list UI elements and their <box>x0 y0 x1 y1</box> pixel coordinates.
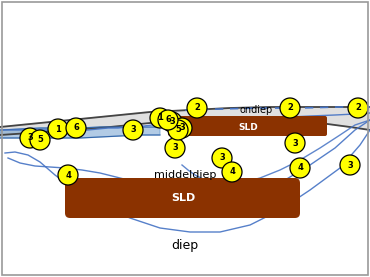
Circle shape <box>20 128 40 148</box>
Circle shape <box>348 98 368 118</box>
Text: 2: 2 <box>287 104 293 112</box>
Text: 3: 3 <box>27 134 33 142</box>
Text: 3: 3 <box>169 117 175 127</box>
Circle shape <box>222 162 242 182</box>
Circle shape <box>168 120 188 140</box>
Text: 3: 3 <box>219 153 225 163</box>
Circle shape <box>150 108 170 128</box>
Circle shape <box>285 133 305 153</box>
Text: ondiep: ondiep <box>240 105 273 115</box>
Text: 2: 2 <box>355 104 361 112</box>
Circle shape <box>290 158 310 178</box>
Circle shape <box>187 98 207 118</box>
Circle shape <box>48 119 68 139</box>
Circle shape <box>158 110 178 130</box>
Text: 3: 3 <box>347 160 353 170</box>
Text: SLD: SLD <box>238 122 258 132</box>
Circle shape <box>280 98 300 118</box>
Text: 1: 1 <box>55 124 61 134</box>
Polygon shape <box>0 127 160 138</box>
Text: SLD: SLD <box>171 193 195 203</box>
Text: 5: 5 <box>175 125 181 135</box>
Text: 4: 4 <box>297 163 303 173</box>
FancyBboxPatch shape <box>65 178 300 218</box>
Text: middeldiep: middeldiep <box>154 170 216 180</box>
Text: 6: 6 <box>73 124 79 132</box>
Text: 3: 3 <box>130 125 136 135</box>
Text: diep: diep <box>171 238 199 252</box>
Text: 1: 1 <box>157 114 163 122</box>
Circle shape <box>172 118 192 138</box>
Circle shape <box>165 138 185 158</box>
Text: 4: 4 <box>65 171 71 179</box>
Text: 4: 4 <box>229 168 235 176</box>
Text: 2: 2 <box>194 104 200 112</box>
Circle shape <box>212 148 232 168</box>
Circle shape <box>340 155 360 175</box>
Text: 3: 3 <box>179 124 185 132</box>
Circle shape <box>162 112 182 132</box>
Text: 3: 3 <box>172 143 178 153</box>
Text: 6: 6 <box>165 116 171 124</box>
Circle shape <box>30 130 50 150</box>
Circle shape <box>123 120 143 140</box>
FancyBboxPatch shape <box>168 116 327 136</box>
Polygon shape <box>0 107 370 135</box>
Circle shape <box>58 165 78 185</box>
Text: 3: 3 <box>292 138 298 147</box>
Text: 5: 5 <box>37 135 43 145</box>
Circle shape <box>66 118 86 138</box>
